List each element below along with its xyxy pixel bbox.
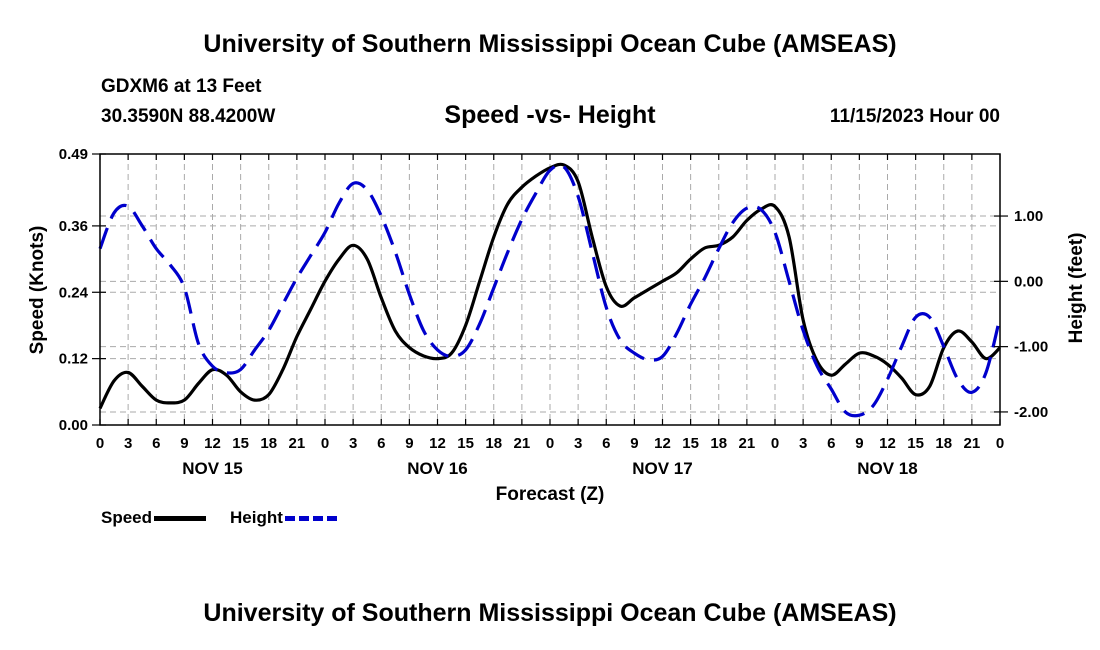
x-day-label: NOV 17	[632, 459, 692, 478]
x-tick-label: 6	[152, 435, 160, 452]
y-tick-label: 0.36	[59, 218, 88, 235]
x-tick-label: 6	[377, 435, 385, 452]
x-tick-label: 0	[996, 435, 1004, 452]
axis-layer: 0 3 6 9 12 15 18 21 0 3 6 9 12 15 18 21 0 3 6 9 12 15 18 21 0 3 6 9…	[59, 146, 1048, 478]
x-tick-label: 6	[827, 435, 835, 452]
x-tick-label: 9	[180, 435, 188, 452]
y-tick-label: 0.49	[59, 146, 88, 163]
x-tick-label: 9	[405, 435, 413, 452]
main-title: University of Southern Mississippi Ocean…	[203, 30, 897, 58]
x-tick-label: 9	[630, 435, 638, 452]
forecast-date: 11/15/2023 Hour 00	[829, 106, 1000, 127]
legend-height-label: Height	[230, 508, 283, 527]
y-tick-label: 0.24	[59, 284, 89, 301]
x-tick-label: 0	[771, 435, 779, 452]
y2-tick-label: 1.00	[1014, 208, 1043, 225]
speed-height-chart: 0 3 6 9 12 15 18 21 0 3 6 9 12 15 18 21 0 3 6 9 12 15 18 21 0 3 6 9…	[27, 146, 1087, 505]
x-tick-label: 12	[654, 435, 671, 452]
x-tick-label: 18	[710, 435, 727, 452]
x-tick-label: 0	[546, 435, 554, 452]
x-tick-label: 15	[232, 435, 249, 452]
x-tick-label: 12	[879, 435, 896, 452]
legend-speed: Speed	[101, 508, 207, 528]
x-day-label: NOV 18	[857, 459, 917, 478]
x-tick-label: 3	[124, 435, 132, 452]
x-tick-label: 15	[682, 435, 699, 452]
x-axis-label: Forecast (Z)	[496, 484, 605, 505]
x-tick-label: 6	[602, 435, 610, 452]
y-axis-label: Speed (Knots)	[27, 226, 48, 355]
x-tick-label: 21	[514, 435, 531, 452]
x-tick-label: 21	[289, 435, 306, 452]
legend-speed-swatch	[154, 515, 207, 521]
x-tick-label: 15	[907, 435, 924, 452]
y2-tick-label: -1.00	[1014, 339, 1048, 356]
x-tick-label: 12	[204, 435, 221, 452]
x-tick-label: 3	[574, 435, 582, 452]
series-layer	[98, 162, 1002, 418]
y-tick-label: 0.12	[59, 351, 88, 368]
footer-title: University of Southern Mississippi Ocean…	[203, 599, 897, 627]
y2-axis-label: Height (feet)	[1066, 233, 1087, 344]
x-tick-label: 21	[739, 435, 756, 452]
x-tick-label: 12	[429, 435, 446, 452]
x-tick-label: 18	[260, 435, 277, 452]
y-tick-label: 0.00	[59, 417, 88, 434]
x-tick-label: 18	[485, 435, 502, 452]
x-tick-label: 0	[321, 435, 329, 452]
x-tick-label: 18	[935, 435, 952, 452]
speed-series-line	[98, 162, 1002, 410]
legend-height-swatch	[284, 515, 337, 521]
x-tick-label: 21	[964, 435, 981, 452]
x-tick-label: 3	[799, 435, 807, 452]
chart-title: Speed -vs- Height	[444, 101, 656, 129]
y2-tick-label: -2.00	[1014, 404, 1048, 421]
x-day-label: NOV 16	[407, 459, 467, 478]
height-series-line	[98, 163, 1002, 418]
legend-speed-label: Speed	[101, 508, 153, 527]
station-coordinates: 30.3590N 88.4200W	[101, 106, 276, 127]
x-tick-label: 9	[855, 435, 863, 452]
station-label: GDXM6 at 13 Feet	[101, 76, 262, 97]
y2-tick-label: 0.00	[1014, 273, 1043, 290]
x-day-label: NOV 15	[182, 459, 242, 478]
legend-height: Height	[230, 508, 337, 528]
x-tick-label: 0	[96, 435, 104, 452]
x-tick-label: 3	[349, 435, 357, 452]
x-tick-label: 15	[457, 435, 474, 452]
